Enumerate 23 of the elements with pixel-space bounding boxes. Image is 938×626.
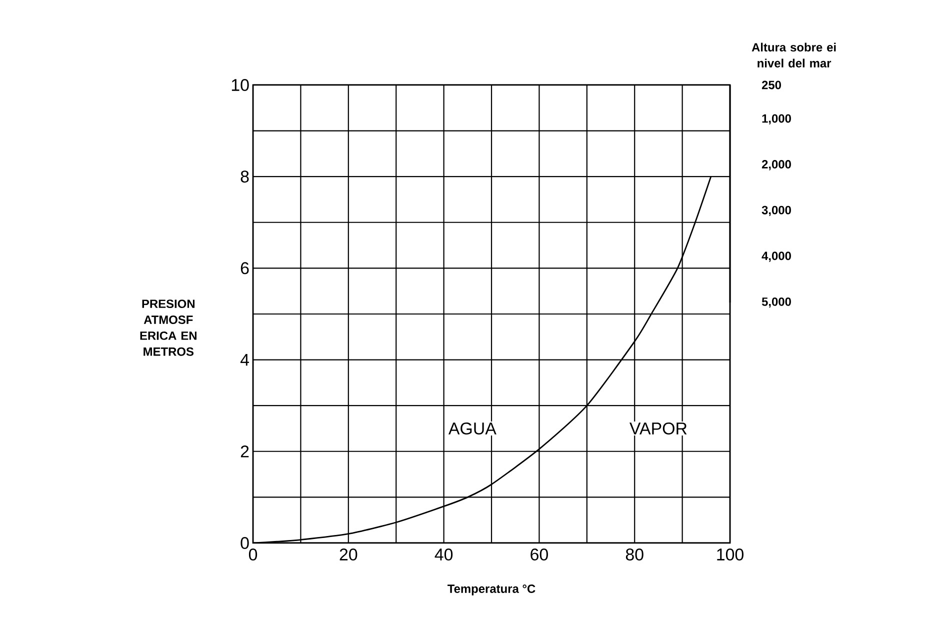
- y-axis-title: PRESION ATMOSF ERICA EN METROS: [140, 300, 196, 356]
- x-tick-label: 0: [248, 548, 258, 560]
- x-tick-label: 20: [340, 548, 358, 560]
- x-tick-label: 80: [626, 548, 644, 560]
- y-tick-label: 8: [240, 170, 249, 183]
- y-tick-label: 6: [240, 262, 249, 274]
- y2-axis-title: Altura sobre ei nivel del mar: [752, 42, 836, 68]
- annotation: AGUA: [448, 422, 496, 434]
- x-tick-label: 40: [434, 548, 453, 560]
- y-tick-label: 10: [232, 78, 249, 91]
- y2-tick-label: 3,000: [762, 206, 791, 216]
- y-tick-label: 2: [240, 445, 249, 458]
- x-axis-title: Temperatura °C: [448, 584, 536, 596]
- y-tick-label: 0: [240, 536, 249, 549]
- y2-tick-label: 2,000: [762, 160, 791, 170]
- x-tick-label: 60: [530, 548, 548, 560]
- y-tick-label: 4: [240, 354, 249, 366]
- y2-tick-label: 5,000: [762, 297, 791, 308]
- y2-tick-label: 4,000: [762, 252, 791, 262]
- x-tick-label: 100: [717, 548, 744, 560]
- y2-tick-label: 1,000: [762, 114, 791, 124]
- y2-tick-label: 250: [762, 80, 781, 90]
- annotation: VAPOR: [630, 422, 687, 434]
